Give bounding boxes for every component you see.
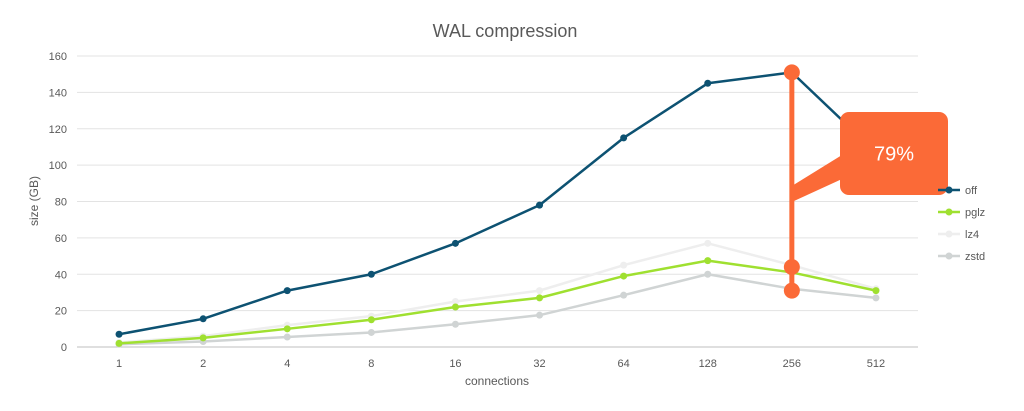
annotation-pointer xyxy=(791,155,842,202)
series-line-off xyxy=(118,71,877,336)
x-tick-label-512: 512 xyxy=(867,358,885,370)
point-off-16 xyxy=(451,239,459,247)
annotation-dot-to xyxy=(783,282,800,299)
x-tick-labels: 1 2 4 8 16 32 64 128 256 512 xyxy=(116,358,885,370)
series-line-zstd xyxy=(119,273,877,346)
y-tick-label-120: 120 xyxy=(49,124,67,136)
point-lz4-64 xyxy=(620,261,628,269)
y-tick-label-160: 160 xyxy=(49,51,67,63)
x-tick-label-1: 1 xyxy=(116,358,122,370)
point-off-64 xyxy=(620,134,628,142)
point-pglz-64 xyxy=(620,272,628,280)
legend-swatch-marker-lz4 xyxy=(945,230,953,238)
point-off-1 xyxy=(115,330,123,338)
y-tick-label-80: 80 xyxy=(55,197,67,209)
point-zstd-64 xyxy=(620,291,628,299)
legend-label-pglz: pglz xyxy=(965,207,985,219)
point-zstd-8 xyxy=(367,328,375,336)
point-lz4-16 xyxy=(451,298,459,306)
point-off-2 xyxy=(199,315,207,323)
gridlines xyxy=(77,55,918,348)
point-pglz-512 xyxy=(872,287,880,295)
y-tick-labels: 0 20 40 60 80 100 120 140 160 xyxy=(49,51,67,354)
chart-title: WAL compression xyxy=(433,21,578,41)
y-tick-label-20: 20 xyxy=(55,306,67,318)
annotation-box xyxy=(840,112,948,195)
point-pglz-4 xyxy=(283,325,291,333)
y-tick-label-0: 0 xyxy=(61,342,67,354)
point-lz4-32 xyxy=(536,287,544,295)
x-tick-label-2: 2 xyxy=(200,358,206,370)
point-pglz-2 xyxy=(199,334,207,342)
y-tick-label-140: 140 xyxy=(49,87,67,99)
legend-swatch-marker-pglz xyxy=(945,208,953,216)
point-zstd-512 xyxy=(872,294,880,302)
y-tick-label-100: 100 xyxy=(49,160,67,172)
y-tick-label-60: 60 xyxy=(55,233,67,245)
annotation-dot-from xyxy=(783,64,800,81)
annotation-label: 79% xyxy=(874,144,914,166)
legend: off pglz lz4 zstd xyxy=(938,185,985,263)
x-tick-label-8: 8 xyxy=(368,358,374,370)
legend-swatch-marker-zstd xyxy=(945,252,953,260)
series-line-pglz xyxy=(118,259,877,345)
point-pglz-32 xyxy=(536,294,544,302)
point-off-128 xyxy=(704,79,712,87)
legend-label-lz4: lz4 xyxy=(965,229,979,241)
point-lz4-128 xyxy=(704,239,712,247)
x-tick-label-32: 32 xyxy=(533,358,545,370)
series-line-lz4 xyxy=(118,242,877,344)
point-off-8 xyxy=(367,270,375,278)
x-tick-label-16: 16 xyxy=(449,358,461,370)
point-pglz-128 xyxy=(704,257,712,265)
legend-swatch-marker-off xyxy=(945,186,953,194)
x-tick-label-64: 64 xyxy=(618,358,630,370)
point-off-32 xyxy=(536,201,544,209)
point-pglz-8 xyxy=(367,316,375,324)
series-lines xyxy=(115,68,880,348)
point-zstd-16 xyxy=(451,320,459,328)
legend-label-off: off xyxy=(965,185,978,197)
point-off-4 xyxy=(283,287,291,295)
x-axis-label: connections xyxy=(465,374,529,388)
annotation-dot-mid xyxy=(783,258,800,275)
x-tick-label-256: 256 xyxy=(783,358,801,370)
point-pglz-1 xyxy=(115,339,123,347)
y-axis-label: size (GB) xyxy=(27,176,41,226)
point-zstd-4 xyxy=(283,333,291,341)
annotation: 79% xyxy=(783,64,948,299)
point-pglz-16 xyxy=(451,303,459,311)
x-tick-label-128: 128 xyxy=(699,358,717,370)
legend-label-zstd: zstd xyxy=(965,251,985,263)
x-tick-label-4: 4 xyxy=(284,358,290,370)
point-zstd-128 xyxy=(704,270,712,278)
point-zstd-32 xyxy=(536,311,544,319)
y-tick-label-40: 40 xyxy=(55,269,67,281)
